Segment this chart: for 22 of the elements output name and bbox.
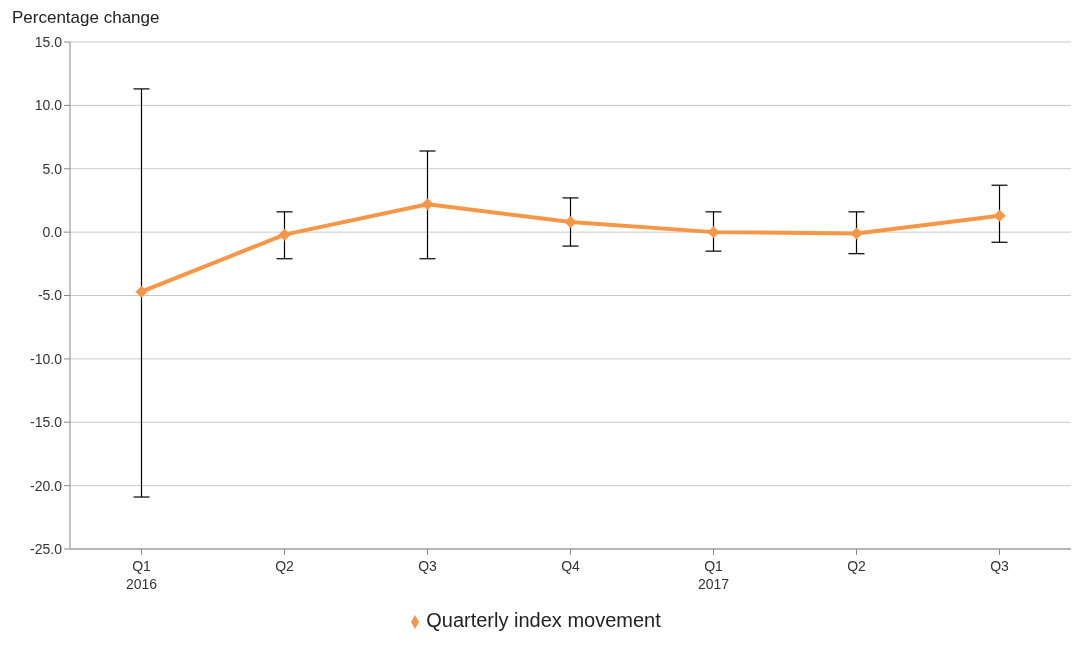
legend-label: Quarterly index movement xyxy=(426,609,661,631)
y-tick-label: 10.0 xyxy=(34,97,63,114)
y-tick-label: 5.0 xyxy=(42,160,63,177)
point xyxy=(564,215,577,228)
y-tick-label: 15.0 xyxy=(34,33,63,50)
x-tick-label: Q2 xyxy=(847,558,867,574)
y-tick-label: -20.0 xyxy=(30,477,63,494)
x-tick-label: Q3 xyxy=(990,558,1010,574)
x-tick-label: Q4 xyxy=(561,558,581,574)
point xyxy=(278,228,291,241)
x-tick-label: Q3 xyxy=(418,558,438,574)
y-tick-label: -10.0 xyxy=(30,350,63,367)
y-tick-label: 0.0 xyxy=(42,224,63,241)
x-tick-label: Q1 2016 xyxy=(125,558,158,592)
point xyxy=(135,285,148,298)
x-tick-label: Q1 2017 xyxy=(697,558,730,592)
y-axis-title: Percentage change xyxy=(12,8,161,28)
x-tick-label: Q2 xyxy=(275,558,295,574)
y-tick-label: -15.0 xyxy=(30,414,63,431)
point xyxy=(993,209,1006,222)
y-tick-label: -25.0 xyxy=(30,540,63,557)
y-tick-label: -5.0 xyxy=(37,287,63,304)
